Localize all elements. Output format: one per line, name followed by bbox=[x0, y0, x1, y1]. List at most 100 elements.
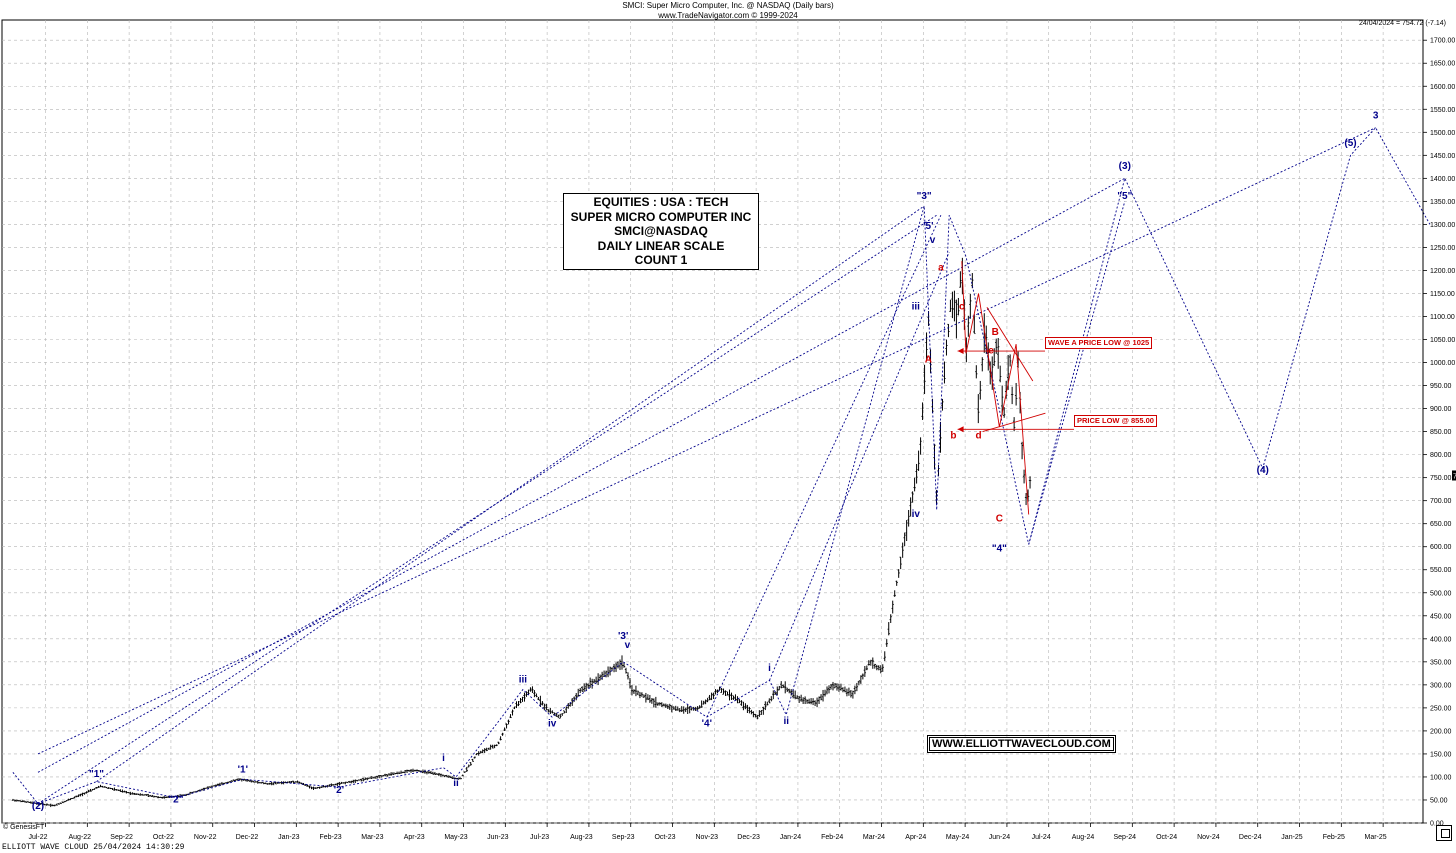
x-tick-label: Jul-23 bbox=[530, 834, 549, 841]
price-bars bbox=[11, 257, 1032, 808]
info-box: EQUITIES : USA : TECH SUPER MICRO COMPUT… bbox=[563, 193, 759, 270]
wave-label: iii bbox=[912, 302, 921, 313]
x-tick-label: Jan-24 bbox=[780, 834, 802, 841]
wave-label: '1' bbox=[238, 764, 248, 775]
y-tick-label: 1550.00 bbox=[1430, 107, 1455, 114]
x-tick-label: Mar-23 bbox=[361, 834, 383, 841]
x-tick-label: Sep-22 bbox=[110, 834, 133, 841]
x-tick-label: Dec-24 bbox=[1239, 834, 1262, 841]
y-tick-label: 1300.00 bbox=[1430, 222, 1455, 229]
wave-label: e bbox=[988, 345, 994, 356]
wave-label: d bbox=[975, 431, 981, 442]
info-box-line: EQUITIES : USA : TECH bbox=[593, 195, 729, 209]
annotation-arrow bbox=[957, 426, 964, 433]
x-tick-label: Oct-22 bbox=[153, 834, 174, 841]
x-tick-label: Aug-22 bbox=[69, 834, 92, 841]
last-price-info: 24/04/2024 = 754.72 (-7.14) bbox=[1359, 20, 1446, 27]
y-tick-label: 400.00 bbox=[1430, 636, 1452, 643]
wave-a-low-callout: WAVE A PRICE LOW @ 1025 bbox=[1045, 337, 1153, 349]
chart-subtitle: www.TradeNavigator.com © 1999-2024 bbox=[658, 11, 798, 20]
x-tick-label: Nov-22 bbox=[194, 834, 217, 841]
y-tick-label: 600.00 bbox=[1430, 544, 1452, 551]
y-tick-label: 300.00 bbox=[1430, 682, 1452, 689]
wave-label: b bbox=[950, 431, 956, 442]
x-tick-label: Nov-23 bbox=[696, 834, 719, 841]
x-tick-label: Oct-24 bbox=[1156, 834, 1177, 841]
wave-label: '2' bbox=[334, 785, 344, 796]
y-tick-label: 250.00 bbox=[1430, 705, 1452, 712]
y-tick-label: 1100.00 bbox=[1430, 314, 1455, 321]
wave-label: '5' bbox=[923, 221, 933, 232]
y-tick-label: 1350.00 bbox=[1430, 199, 1455, 206]
y-tick-label: 1150.00 bbox=[1430, 291, 1455, 298]
elliott-wave-line bbox=[1028, 201, 1126, 545]
y-tick-label: 1650.00 bbox=[1430, 61, 1455, 68]
grid-lines bbox=[2, 20, 1423, 824]
y-tick-label: 1450.00 bbox=[1430, 153, 1455, 160]
corrective-wave-line bbox=[982, 412, 1046, 433]
wave-label: v bbox=[930, 235, 936, 246]
wave-label: "4" bbox=[992, 543, 1007, 554]
x-tick-label: May-23 bbox=[444, 834, 467, 841]
x-tick-label: Aug-24 bbox=[1072, 834, 1095, 841]
wave-label: "1" bbox=[89, 769, 104, 780]
x-tick-label: Feb-23 bbox=[320, 834, 342, 841]
price-low-callout: PRICE LOW @ 855.00 bbox=[1074, 415, 1157, 427]
x-tick-label: Apr-23 bbox=[404, 834, 425, 841]
annotation-arrow bbox=[957, 348, 964, 355]
copyright: © GenesisFT bbox=[3, 824, 45, 831]
chart-scroll-button[interactable] bbox=[1436, 825, 1452, 841]
y-tick-label: 700.00 bbox=[1430, 498, 1452, 505]
y-tick-label: 1200.00 bbox=[1430, 268, 1455, 275]
x-tick-label: Jul-22 bbox=[28, 834, 47, 841]
y-tick-label: 100.00 bbox=[1430, 774, 1452, 781]
wave-label: c bbox=[959, 302, 965, 313]
wave-label: (4) bbox=[1257, 465, 1269, 476]
wave-label: ii bbox=[783, 716, 789, 727]
y-tick-label: 950.00 bbox=[1430, 383, 1452, 390]
wave-label: A bbox=[925, 355, 932, 366]
wave-label: (2) bbox=[32, 801, 44, 812]
wave-label: C bbox=[996, 513, 1003, 524]
info-box-line: DAILY LINEAR SCALE bbox=[597, 238, 725, 253]
wave-label: ii bbox=[453, 778, 459, 789]
wave-label: a bbox=[938, 262, 944, 273]
x-tick-label: Feb-24 bbox=[821, 834, 843, 841]
x-tick-label: Jun-24 bbox=[989, 834, 1011, 841]
y-tick-label: 150.00 bbox=[1430, 751, 1452, 758]
wave-label: (5) bbox=[1344, 138, 1356, 149]
wave-label: iv bbox=[912, 509, 921, 520]
y-tick-label: 1050.00 bbox=[1430, 337, 1455, 344]
x-tick-label: Mar-24 bbox=[863, 834, 885, 841]
y-tick-label: 200.00 bbox=[1430, 728, 1452, 735]
wave-label: iv bbox=[548, 718, 557, 729]
x-tick-label: Jan-25 bbox=[1281, 834, 1303, 841]
info-box-line: SUPER MICRO COMPUTER INC bbox=[570, 209, 752, 224]
y-tick-label: 550.00 bbox=[1430, 567, 1452, 574]
info-box-line: COUNT 1 bbox=[634, 253, 688, 267]
corrective-wave-line bbox=[961, 261, 1030, 515]
y-tick-label: 750.00 bbox=[1430, 475, 1452, 482]
y-tick-label: 450.00 bbox=[1430, 613, 1452, 620]
x-tick-label: Feb-25 bbox=[1323, 834, 1345, 841]
plot-frame bbox=[1, 19, 1424, 824]
elliott-wave-line bbox=[37, 177, 1126, 773]
wave-label: B bbox=[992, 327, 999, 338]
x-tick-label: Mar-25 bbox=[1365, 834, 1387, 841]
y-tick-label: 1700.00 bbox=[1430, 38, 1455, 45]
y-tick-label: 0.00 bbox=[1430, 821, 1444, 828]
footer-status: ELLIOTT WAVE CLOUD 25/04/2024 14:30:29 bbox=[2, 843, 185, 852]
x-tick-label: Apr-24 bbox=[905, 834, 926, 841]
elliott-wave-line bbox=[12, 126, 1431, 805]
last-price-label: 754.72 bbox=[1453, 473, 1456, 480]
wave-label: iii bbox=[519, 675, 528, 686]
x-tick-label: Dec-23 bbox=[737, 834, 760, 841]
y-tick-label: 1400.00 bbox=[1430, 176, 1455, 183]
y-tick-label: 1250.00 bbox=[1430, 245, 1455, 252]
website-label: WWW.ELLIOTTWAVECLOUD.COM bbox=[927, 735, 1116, 753]
y-tick-label: 850.00 bbox=[1430, 429, 1452, 436]
y-tick-label: 1600.00 bbox=[1430, 84, 1455, 91]
wave-label: "5" bbox=[1117, 191, 1132, 202]
